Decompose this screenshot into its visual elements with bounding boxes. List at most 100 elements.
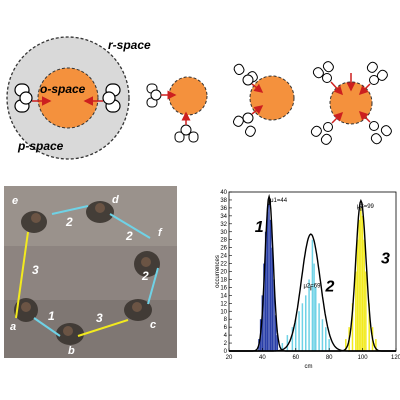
- y-tick-label: 6: [224, 325, 228, 331]
- histogram-bar-1: [274, 315, 277, 351]
- gaussian-fit-3: [229, 198, 396, 352]
- histogram-bar-2: [321, 319, 324, 351]
- histogram-bar-3: [355, 271, 357, 351]
- y-tick-label: 16: [220, 285, 227, 291]
- y-tick-label: 32: [220, 222, 227, 228]
- person-icon-left: [14, 83, 33, 113]
- y-tick-label: 14: [220, 293, 227, 299]
- o-space-circle: [37, 67, 99, 129]
- p-space-label: p-space: [17, 139, 64, 153]
- edge-label-b-c: 3: [96, 311, 103, 325]
- y-tick-label: 18: [220, 277, 227, 283]
- person-label-d: d: [112, 194, 119, 206]
- histogram-bar-3: [360, 207, 362, 351]
- x-tick-label: 120: [391, 355, 400, 361]
- y-tick-label: 24: [220, 254, 227, 260]
- person-label-f: f: [158, 227, 163, 239]
- histogram-bar-2: [304, 295, 307, 351]
- person-label-e: e: [12, 195, 18, 207]
- histogram-bar-1: [268, 203, 270, 351]
- histogram-bar-1: [264, 231, 267, 351]
- person-label-c: c: [150, 319, 156, 331]
- histogram-bar-3: [358, 219, 360, 351]
- y-tick-label: 22: [220, 262, 227, 268]
- y-tick-label: 8: [224, 317, 228, 323]
- histogram-bar-2: [281, 343, 284, 351]
- f-formation-example-l-shape: [146, 76, 208, 143]
- histogram-bar-2: [325, 327, 327, 351]
- histogram-bar-3: [375, 339, 377, 351]
- overhead-photo-panel: e d f c b a 1 2 2 2 3 3: [4, 186, 177, 358]
- histogram-bar-3: [356, 239, 359, 351]
- y-tick-label: 26: [220, 246, 227, 252]
- x-tick-label: 60: [292, 355, 299, 361]
- x-tick-label: 40: [259, 355, 266, 361]
- mean-label-1: μ1=44: [270, 198, 288, 204]
- series-name-2: 2: [325, 278, 335, 295]
- y-tick-label: 2: [224, 341, 228, 347]
- mean-label-2: μ2=69: [303, 283, 321, 289]
- heads: [21, 203, 151, 336]
- y-tick-label: 28: [220, 238, 227, 244]
- f-formation-example-circular: [310, 61, 392, 145]
- histogram-bar-2: [315, 287, 317, 351]
- histogram-bar-3: [363, 239, 365, 351]
- histogram-bar-1: [266, 211, 269, 351]
- x-tick-label: 80: [326, 355, 333, 361]
- histogram-bar-1: [263, 263, 265, 351]
- edge-label-e-d: 2: [65, 215, 73, 229]
- histogram-bar-3: [365, 271, 367, 351]
- histogram-bar-2: [311, 239, 314, 351]
- edge-e-a: [15, 231, 29, 319]
- y-tick-label: 38: [220, 198, 227, 204]
- histogram-bar-2: [298, 311, 300, 351]
- y-tick-label: 40: [220, 190, 227, 196]
- histogram-bar-2: [286, 335, 289, 351]
- edge-f-c: [147, 267, 159, 305]
- person-icon-right: [102, 83, 121, 113]
- person-label-b: b: [68, 345, 75, 357]
- y-tick-label: 12: [220, 301, 227, 307]
- histogram-bar-1: [276, 335, 279, 351]
- y-tick-label: 36: [220, 206, 227, 212]
- y-tick-label: 20: [220, 270, 227, 276]
- histogram-bar-1: [269, 219, 272, 351]
- o-space-label: o-space: [40, 82, 86, 96]
- histogram-bar-3: [351, 303, 354, 351]
- x-axis-label: cm: [305, 364, 313, 370]
- histogram-bar-2: [318, 303, 320, 351]
- edge-d-f: [109, 213, 151, 239]
- histogram-bar-2: [294, 319, 297, 351]
- histogram-bar-3: [368, 303, 370, 351]
- r-space-label: r-space: [108, 38, 151, 52]
- edge-a-b: [33, 317, 61, 337]
- histogram-bar-3: [345, 339, 347, 351]
- y-tick-label: 0: [224, 349, 228, 355]
- x-tick-label: 20: [226, 355, 233, 361]
- histogram-bar-1: [273, 279, 275, 351]
- f-formation-diagram: r-space o-space p-space: [6, 36, 151, 160]
- f-formation-example-side-by-side: [233, 63, 295, 137]
- histogram-bar-1: [271, 247, 274, 351]
- y-tick-label: 30: [220, 230, 227, 236]
- edge-e-d: [51, 205, 89, 215]
- y-tick-label: 34: [220, 214, 227, 220]
- y-tick-label: 10: [220, 309, 227, 315]
- histogram-bar-3: [361, 215, 364, 351]
- edge-b-c: [77, 319, 129, 337]
- histogram-bar-2: [313, 263, 315, 351]
- histogram-bar-2: [328, 339, 330, 351]
- histogram-bar-2: [308, 279, 310, 351]
- histogram-bar-2: [291, 327, 294, 351]
- y-tick-label: 4: [224, 333, 228, 339]
- y-axis-label: occurrences: [215, 255, 221, 288]
- mean-label-3: μ3=99: [357, 204, 375, 210]
- edge-label-d-f: 2: [125, 229, 133, 243]
- distance-histogram-chart: 20 40 60 80 100 12002468101214161820222426283…: [215, 190, 400, 370]
- series-name-1: 1: [255, 219, 264, 236]
- series-name-3: 3: [381, 251, 390, 268]
- edge-label-e-a: 3: [32, 263, 39, 277]
- histogram-bar-2: [301, 303, 304, 351]
- edge-label-a-b: 1: [48, 309, 55, 323]
